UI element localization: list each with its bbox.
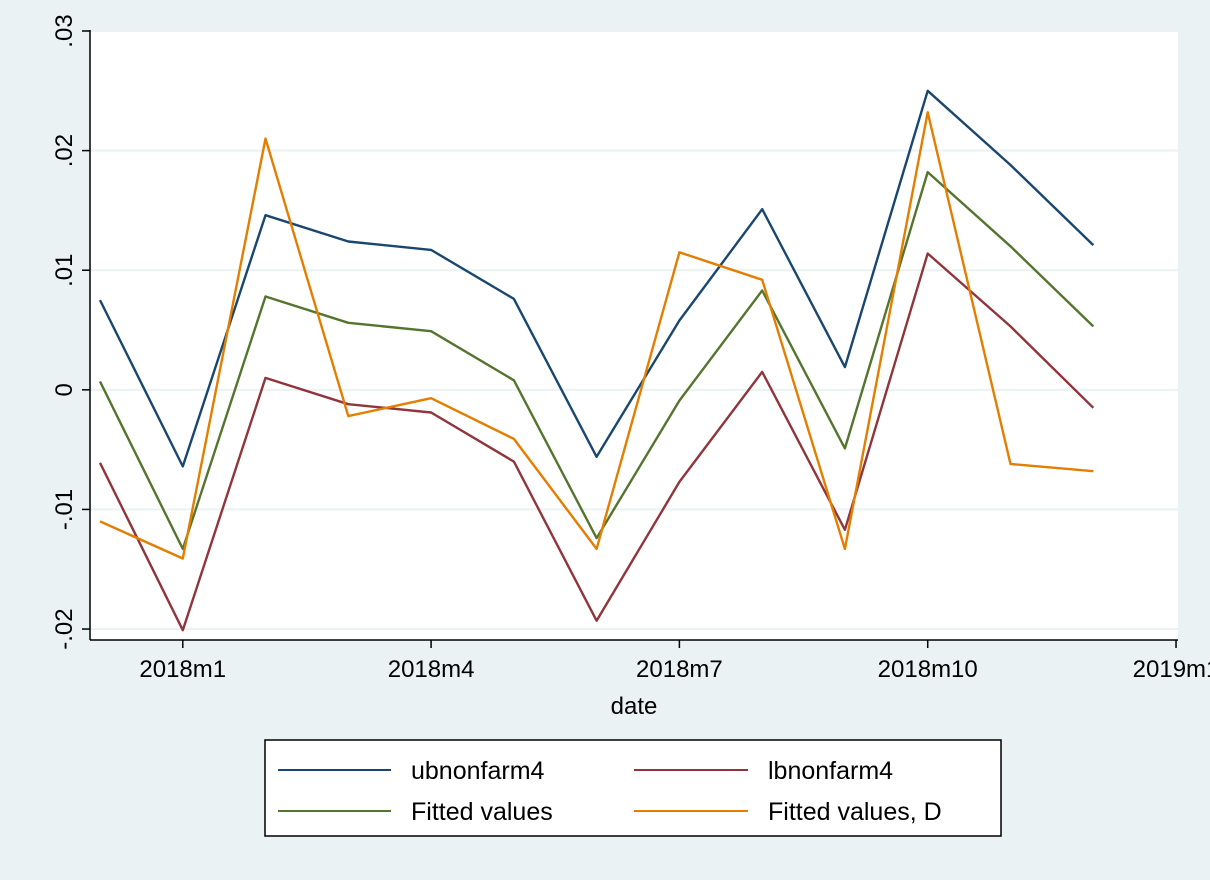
y-tick-label: .03: [51, 14, 78, 47]
legend-box: [264, 739, 1002, 837]
y-tick-label: -.02: [51, 608, 78, 649]
y-axis-ticks: -.02 -.01 0 .01 .02 .03: [51, 14, 90, 650]
x-axis-title: date: [611, 693, 658, 720]
series-line-lbnonfarm4: [98, 252, 1095, 632]
legend-label-fitted-values-d: Fitted values, D: [768, 798, 942, 826]
y-tick-label: 0: [51, 383, 78, 396]
legend-label-lbnonfarm4: lbnonfarm4: [768, 757, 893, 785]
legend-label-ubnonfarm4: ubnonfarm4: [411, 757, 545, 785]
x-tick-label: 2018m7: [636, 656, 723, 683]
legend-label-fitted-values: Fitted values: [411, 798, 553, 826]
y-tick-label: .02: [51, 134, 78, 167]
series-line-fitted-values: [98, 170, 1095, 551]
legend: ubnonfarm4 lbnonfarm4 Fitted values Fitt…: [264, 739, 1002, 837]
x-tick-label: 2018m1: [139, 656, 226, 683]
grid-lines: [90, 30, 1178, 631]
y-tick-label: .01: [51, 254, 78, 287]
series-lines: [98, 89, 1095, 632]
series-line-ubnonfarm4: [98, 89, 1095, 468]
plot-area: [90, 30, 1178, 640]
x-tick-label: 2019m1: [1133, 656, 1210, 683]
x-axis-ticks: 2018m1 2018m4 2018m7 2018m10 2019m1: [139, 640, 1210, 683]
x-tick-label: 2018m10: [878, 656, 978, 683]
series-line-fitted-values-d: [99, 111, 1094, 560]
x-tick-label: 2018m4: [388, 656, 475, 683]
y-tick-label: -.01: [51, 489, 78, 530]
